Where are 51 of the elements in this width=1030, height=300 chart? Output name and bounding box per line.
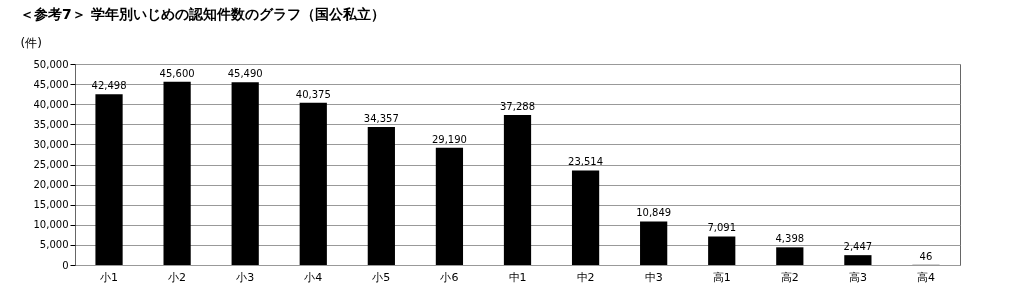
y-tick-label: 25,000 (33, 159, 69, 170)
data-label: 4,398 (775, 233, 805, 245)
data-label: 46 (919, 250, 933, 262)
y-tick-label: 30,000 (33, 138, 69, 150)
bar (844, 255, 872, 265)
y-axis-title: (件) (20, 35, 42, 50)
bar (571, 170, 600, 265)
y-tick-label: 20,000 (33, 179, 69, 191)
y-tick-label: 40,000 (33, 98, 69, 110)
bar (163, 81, 191, 265)
x-tick-label: 高3 (848, 270, 867, 284)
data-label: 29,190 (431, 133, 467, 145)
bar (435, 147, 464, 265)
data-label: 40,375 (295, 88, 331, 100)
bar (708, 236, 736, 265)
x-tick-label: 中3 (644, 270, 663, 284)
y-tick-label: 50,000 (33, 58, 69, 70)
bar (776, 247, 804, 265)
data-label: 2,447 (843, 241, 873, 253)
y-tick-label: 45,000 (33, 78, 69, 90)
x-tick-label: 小3 (236, 270, 255, 284)
chart-title: ＜参考7＞ 学年別いじめの認知件数のグラフ（国公私立） (20, 6, 385, 22)
x-tick-label: 小4 (304, 270, 323, 284)
data-label: 45,600 (159, 67, 195, 79)
y-tick-label: 5,000 (39, 239, 69, 251)
data-label: 10,849 (636, 207, 672, 219)
data-label: 42,498 (91, 80, 127, 92)
x-tick-label: 小1 (100, 270, 119, 284)
bar (640, 221, 668, 265)
bar (231, 82, 259, 265)
x-tick-label: 中2 (576, 270, 595, 284)
x-tick-label: 小6 (440, 270, 459, 284)
bar (95, 94, 123, 265)
data-label: 23,514 (568, 156, 604, 168)
x-tick-label: 高2 (780, 270, 799, 284)
data-label: 45,490 (227, 68, 263, 80)
x-tick-label: 高4 (916, 270, 935, 284)
y-tick-label: 0 (62, 259, 69, 271)
x-tick-label: 小2 (168, 270, 187, 284)
x-tick-label: 小5 (372, 270, 391, 284)
data-label: 34,357 (363, 112, 399, 124)
x-tick-label: 中1 (508, 270, 527, 284)
bar (367, 126, 395, 265)
y-tick-label: 10,000 (33, 219, 69, 231)
y-tick-label: 35,000 (33, 118, 69, 130)
x-tick-label: 高1 (712, 270, 731, 284)
data-label: 37,288 (500, 101, 535, 113)
data-label: 7,091 (707, 222, 737, 234)
y-tick-label: 15,000 (33, 199, 69, 211)
bar (503, 115, 532, 265)
bar (299, 102, 327, 265)
